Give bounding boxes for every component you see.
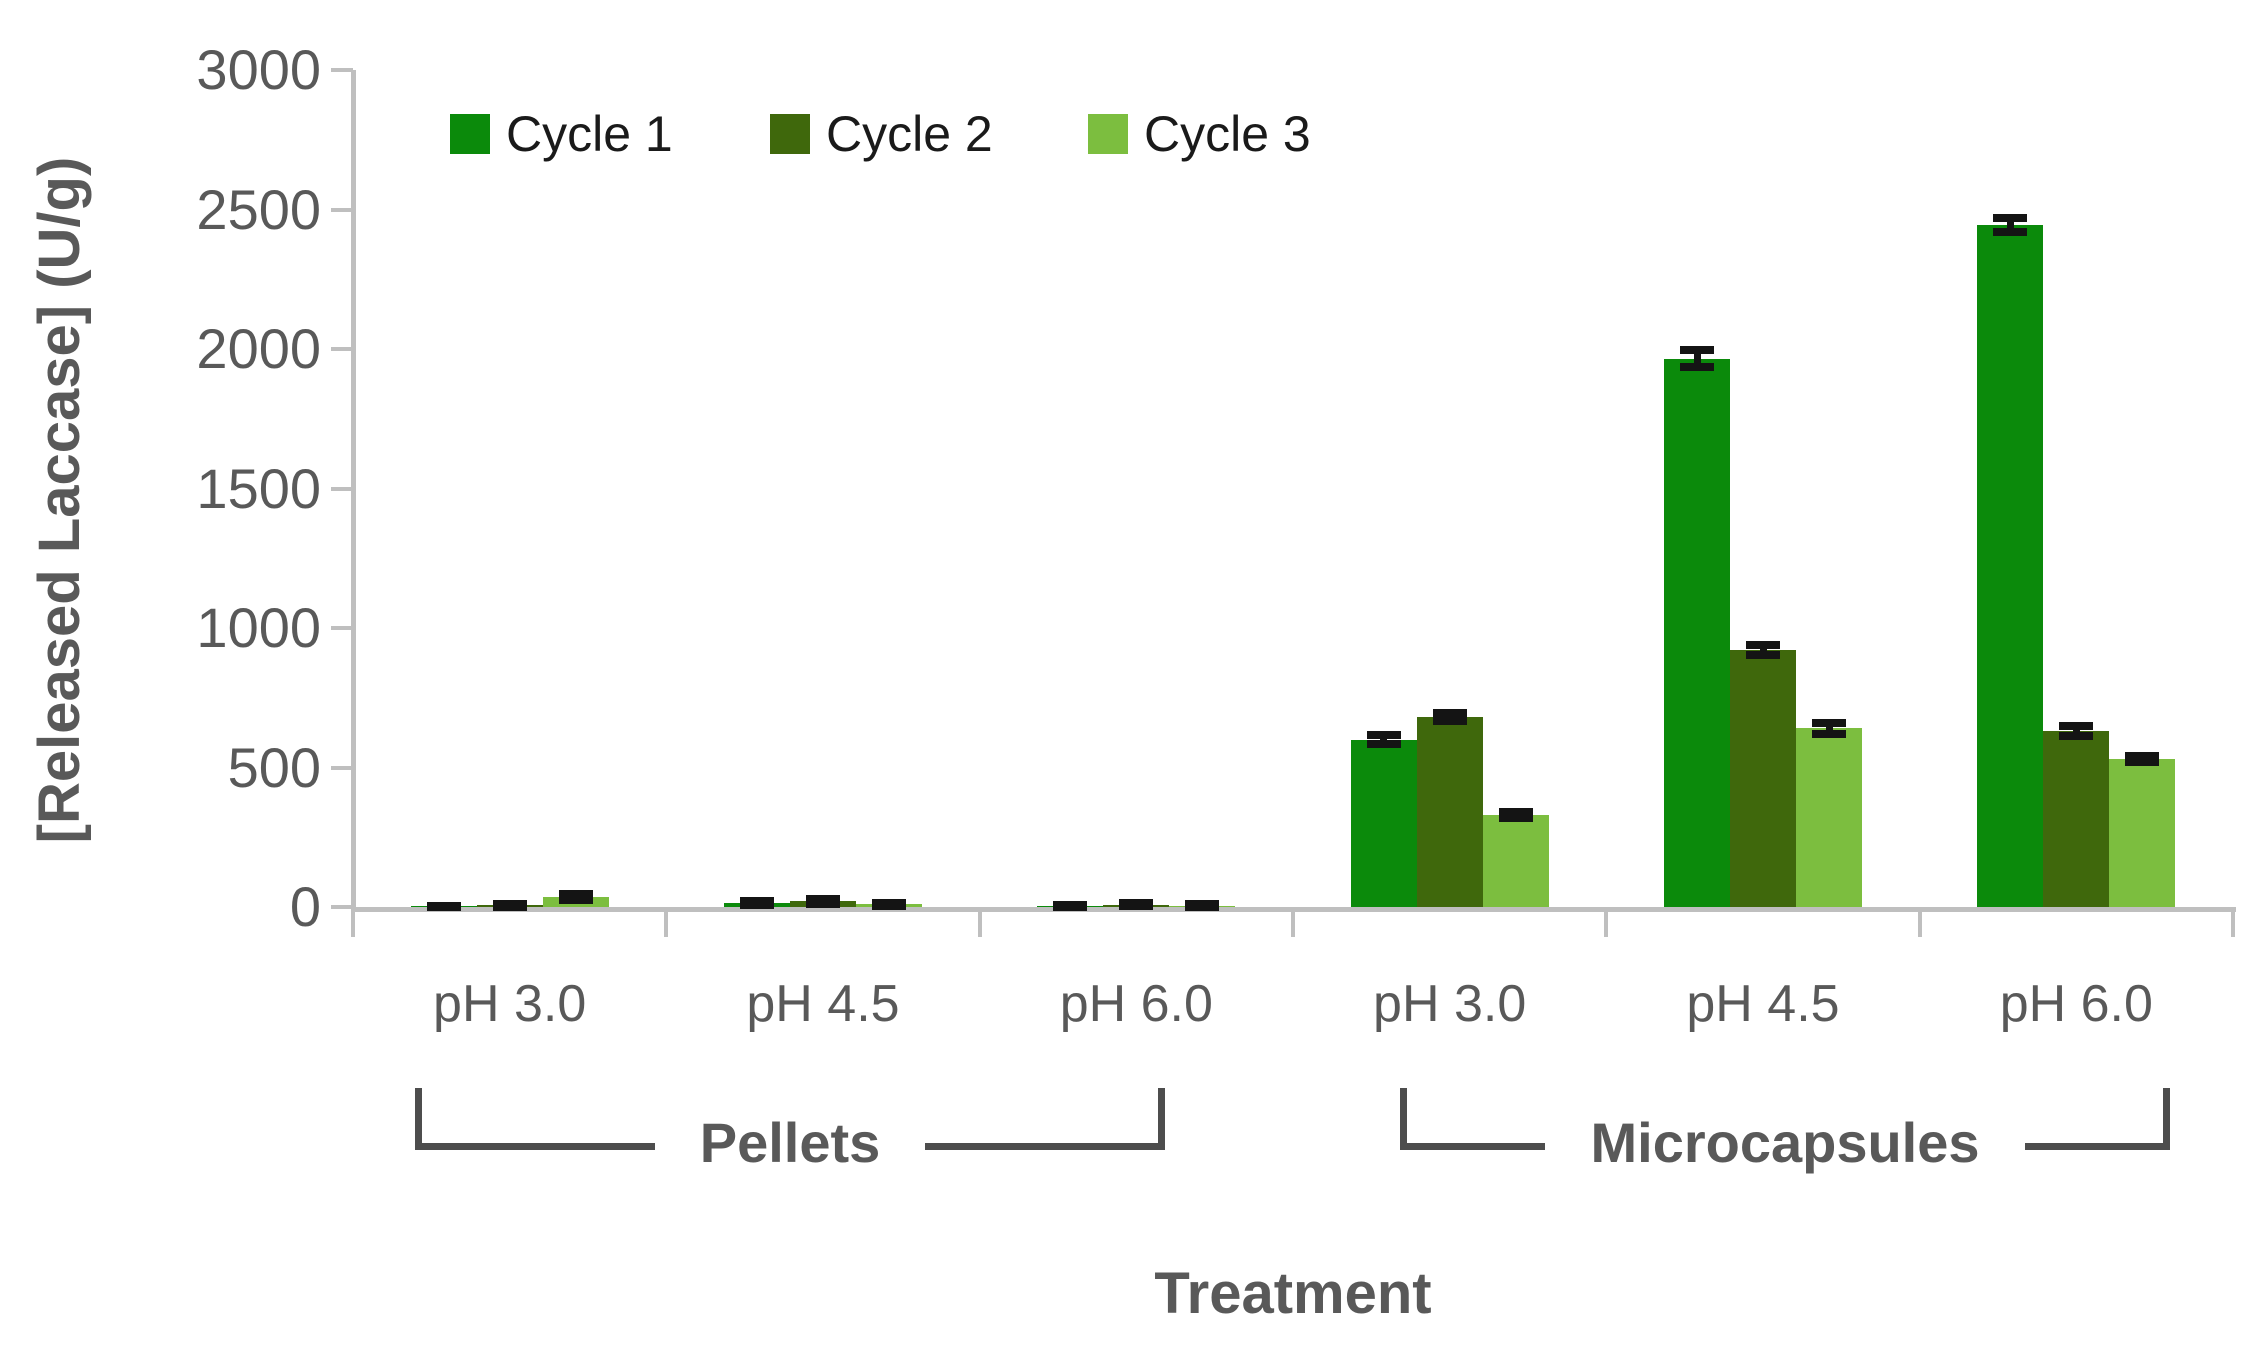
error-bar-whisker	[2006, 217, 2014, 232]
error-bar-cap-top	[1498, 807, 1533, 816]
error-bar-cap-top	[558, 890, 593, 899]
bracket-line-left	[1400, 1088, 1546, 1150]
error-bar-whisker	[1759, 645, 1767, 656]
legend-swatch-cycle2-icon	[770, 114, 810, 154]
bracket-line-right	[2024, 1088, 2171, 1150]
error-bar-whisker	[2072, 726, 2080, 737]
y-tick-label: 0	[289, 875, 321, 938]
x-category-label-pellets-ph3.0: pH 3.0	[433, 975, 587, 1033]
bar-cycle2-microcapsules-ph4.5	[1730, 650, 1796, 907]
error-bar-cap-bottom	[872, 901, 906, 910]
y-tick-mark	[331, 626, 353, 630]
error-bar-cap-bottom	[492, 902, 527, 911]
bracket-line-left	[415, 1088, 655, 1150]
y-axis-title: [Released Laccase] (U/g)	[27, 156, 92, 844]
error-bar-cap-top	[806, 894, 840, 903]
legend-label-cycle1: Cycle 1	[506, 106, 673, 162]
y-tick-label: 1500	[196, 456, 321, 520]
bar-cycle1-microcapsules-ph4.5	[1664, 358, 1730, 907]
error-bar-cap-top	[2125, 751, 2160, 760]
bar-cycle3-microcapsules-ph4.5	[1796, 728, 1862, 907]
bar-cycle3-microcapsules-ph6.0	[2109, 759, 2176, 907]
bar-cycle1-microcapsules-ph6.0	[1977, 224, 2044, 907]
error-bar-cap-bottom	[1680, 363, 1714, 372]
y-tick-mark	[331, 207, 353, 212]
y-tick-mark	[331, 347, 353, 351]
error-bar-cap-bottom	[1053, 902, 1088, 911]
error-bar-cap-top	[740, 896, 774, 905]
bracket-line-right	[925, 1088, 1165, 1150]
error-bar-cap-bottom	[1746, 651, 1780, 660]
error-bar-cap-bottom	[740, 901, 774, 910]
error-bar-cap-top	[1366, 731, 1401, 740]
error-bar-cap-bottom	[806, 900, 840, 909]
error-bar-whisker	[1380, 735, 1388, 744]
section-label-microcapsules: Microcapsules	[1590, 1111, 1980, 1174]
error-bar-cap-top	[1432, 709, 1467, 718]
x-tick-mark	[1604, 907, 1609, 937]
error-bar-cap-bottom	[1366, 739, 1401, 748]
bar-cycle2-microcapsules-ph3.0	[1416, 717, 1483, 907]
x-category-label-microcapsules-ph3.0: pH 3.0	[1373, 975, 1527, 1033]
error-bar-cap-top	[1812, 718, 1846, 727]
error-bar-whisker	[1446, 713, 1454, 722]
x-category-label-pellets-ph6.0: pH 6.0	[1059, 975, 1213, 1033]
y-tick-label: 2000	[196, 317, 321, 380]
error-bar-cap-top	[2059, 722, 2094, 731]
y-tick-mark	[331, 765, 353, 770]
error-bar-whisker	[1825, 722, 1833, 735]
error-bar-cap-top	[1746, 641, 1780, 650]
x-tick-mark	[351, 907, 355, 937]
x-tick-mark	[2231, 907, 2235, 937]
x-tick-mark	[977, 907, 982, 937]
y-tick-label: 2500	[196, 177, 321, 241]
legend-item-cycle2: Cycle 2	[770, 106, 993, 162]
error-bar-whisker	[1693, 350, 1701, 368]
bar-cycle1-microcapsules-ph3.0	[1350, 739, 1417, 907]
y-axis-line	[351, 70, 356, 912]
legend-label-cycle2: Cycle 2	[826, 106, 993, 162]
x-category-label-microcapsules-ph6.0: pH 6.0	[1999, 975, 2153, 1033]
y-tick-label: 3000	[196, 38, 321, 101]
x-tick-mark	[1917, 907, 1922, 937]
legend-label-cycle3: Cycle 3	[1144, 106, 1311, 162]
error-bar-cap-bottom	[426, 903, 461, 911]
error-bar-cap-bottom	[2059, 732, 2094, 741]
y-tick-mark	[331, 905, 353, 909]
y-tick-label: 500	[227, 735, 321, 799]
error-bar-cap-bottom	[1993, 227, 2028, 236]
bar-cycle3-microcapsules-ph3.0	[1482, 814, 1549, 907]
error-bar-cap-bottom	[1119, 902, 1154, 911]
pellets-bracket: Pellets	[415, 1080, 1165, 1210]
error-bar-cap-top	[1680, 346, 1714, 355]
x-category-label-pellets-ph4.5: pH 4.5	[746, 975, 900, 1033]
error-bar-cap-bottom	[1812, 730, 1846, 739]
x-tick-mark	[1291, 907, 1295, 937]
legend-swatch-cycle3-icon	[1088, 114, 1128, 154]
error-bar-cap-bottom	[1498, 814, 1533, 823]
legend-swatch-cycle1-icon	[450, 114, 490, 154]
section-label-pellets: Pellets	[699, 1111, 881, 1174]
error-bar-cap-bottom	[558, 896, 593, 905]
legend-item-cycle3: Cycle 3	[1088, 106, 1311, 162]
legend-item-cycle1: Cycle 1	[450, 106, 673, 162]
error-bar-cap-top	[1993, 213, 2028, 222]
y-tick-mark	[331, 68, 353, 72]
x-tick-mark	[664, 907, 669, 937]
error-bar-cap-bottom	[1185, 902, 1220, 911]
bar-cycle2-microcapsules-ph6.0	[2043, 731, 2110, 907]
x-category-label-microcapsules-ph4.5: pH 4.5	[1686, 975, 1840, 1033]
y-tick-label: 1000	[196, 596, 321, 659]
error-bar-cap-bottom	[2125, 758, 2160, 767]
microcapsules-bracket: Microcapsules	[1400, 1080, 2171, 1210]
error-bar-cap-bottom	[1432, 717, 1467, 726]
y-tick-mark	[331, 486, 353, 491]
x-axis-title: Treatment	[1154, 1261, 1432, 1326]
